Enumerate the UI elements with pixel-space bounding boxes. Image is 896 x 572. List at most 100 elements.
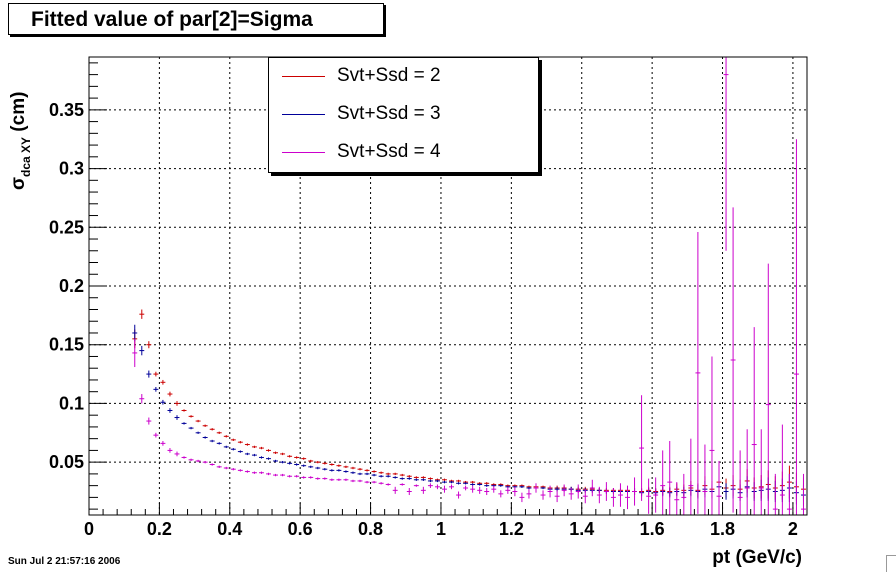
data-point xyxy=(308,476,314,479)
legend-entry-2: Svt+Ssd = 3 xyxy=(269,100,538,130)
data-point xyxy=(364,469,370,472)
data-point xyxy=(188,458,194,461)
data-point xyxy=(230,438,236,442)
data-point xyxy=(308,465,314,469)
data-point xyxy=(364,480,370,484)
data-point xyxy=(427,479,433,483)
data-point xyxy=(406,475,412,478)
data-point xyxy=(413,476,419,479)
data-point xyxy=(709,356,715,515)
data-point xyxy=(230,468,236,471)
data-point xyxy=(160,379,166,385)
data-point xyxy=(498,490,504,498)
data-point xyxy=(174,401,180,406)
data-point xyxy=(477,483,483,486)
x-tick-label: 1.2 xyxy=(499,519,524,539)
y-axis-symbol: σ xyxy=(8,177,29,190)
legend-entry-3: Svt+Ssd = 4 xyxy=(269,138,538,168)
y-tick-label: 0.2 xyxy=(59,276,84,296)
data-point xyxy=(223,466,229,470)
data-point xyxy=(470,483,476,486)
data-point xyxy=(280,473,286,477)
y-tick-label: 0.3 xyxy=(59,159,84,179)
data-point xyxy=(294,456,300,459)
data-point xyxy=(751,327,757,515)
data-point xyxy=(251,471,257,474)
data-points xyxy=(132,57,806,515)
data-point xyxy=(167,408,173,413)
data-point xyxy=(695,231,701,514)
y-tick-label: 0.05 xyxy=(49,452,84,472)
data-point xyxy=(786,473,792,515)
y-tick-label: 0.25 xyxy=(49,217,84,237)
data-point xyxy=(287,455,293,458)
data-point xyxy=(209,463,215,466)
x-tick-label: 0.8 xyxy=(358,519,383,539)
data-point xyxy=(139,394,145,404)
data-point xyxy=(223,435,229,438)
data-point xyxy=(153,371,159,377)
data-point xyxy=(266,449,271,452)
x-tick-label: 0.6 xyxy=(288,519,313,539)
data-point xyxy=(406,487,412,496)
y-axis-unit: (cm) xyxy=(8,91,29,132)
legend-line-2 xyxy=(282,114,325,115)
data-point xyxy=(329,478,335,481)
legend-label-2: Svt+Ssd = 3 xyxy=(337,103,441,124)
data-point xyxy=(202,424,208,427)
data-point xyxy=(399,477,405,480)
data-point xyxy=(258,471,264,474)
data-point xyxy=(153,432,159,438)
data-point xyxy=(392,486,398,494)
data-point xyxy=(266,472,271,476)
data-point xyxy=(660,450,666,515)
data-point xyxy=(174,451,180,457)
data-point xyxy=(442,480,447,484)
y-axis-subscript: dca XY xyxy=(19,136,33,177)
data-point xyxy=(357,468,363,471)
data-point xyxy=(413,478,419,481)
data-point xyxy=(343,478,349,481)
data-point xyxy=(160,441,166,446)
data-point xyxy=(434,479,440,483)
data-point xyxy=(336,469,342,472)
data-point xyxy=(301,476,307,479)
data-point xyxy=(688,438,694,515)
data-point xyxy=(230,448,236,451)
data-point xyxy=(371,470,377,473)
data-point xyxy=(209,439,215,443)
data-point xyxy=(329,463,335,466)
data-point xyxy=(315,460,321,464)
data-point xyxy=(561,484,567,497)
canvas-corner xyxy=(886,555,896,572)
data-point xyxy=(322,477,328,480)
y-tick-label: 0.1 xyxy=(59,393,84,413)
data-point xyxy=(519,492,525,503)
data-point xyxy=(540,490,546,500)
data-point xyxy=(512,486,518,497)
data-point xyxy=(357,472,363,476)
data-point xyxy=(392,476,398,479)
data-point xyxy=(378,475,384,478)
data-point xyxy=(639,395,645,501)
data-point xyxy=(188,426,194,430)
data-point xyxy=(336,478,342,481)
series-3 xyxy=(132,57,806,515)
data-point xyxy=(244,470,250,473)
data-point xyxy=(674,482,680,515)
data-point xyxy=(174,415,180,420)
data-point xyxy=(505,486,511,494)
data-point xyxy=(308,459,314,463)
data-point xyxy=(456,482,462,485)
data-point xyxy=(385,483,391,486)
data-point xyxy=(378,482,384,485)
data-point xyxy=(399,483,405,486)
data-point xyxy=(449,484,454,490)
data-point xyxy=(139,309,145,319)
data-point xyxy=(132,338,138,368)
data-point xyxy=(765,263,771,515)
data-point xyxy=(301,457,307,460)
x-tick-label: 0.2 xyxy=(147,519,172,539)
data-point xyxy=(681,473,687,515)
